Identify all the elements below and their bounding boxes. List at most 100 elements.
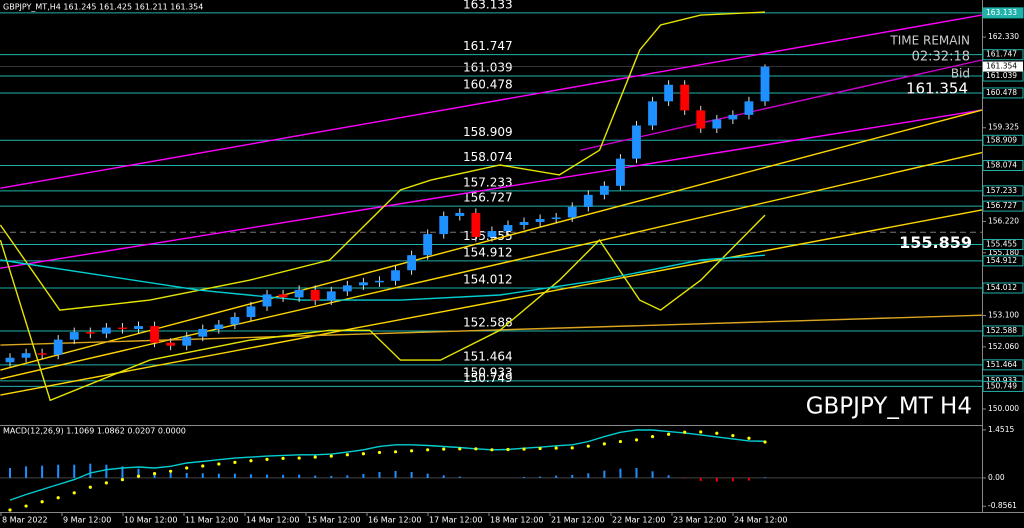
level-axis-label: 154.912 bbox=[986, 256, 1017, 265]
trend-line bbox=[0, 109, 983, 269]
candle-body bbox=[310, 289, 320, 301]
signal-dot bbox=[152, 472, 157, 476]
signal-dot bbox=[747, 436, 751, 440]
y-tick-label: 159.325 bbox=[988, 123, 1019, 132]
signal-dot bbox=[136, 474, 141, 478]
x-tick-label: 18 Mar 12:00 bbox=[490, 516, 543, 525]
level-box bbox=[982, 159, 1024, 171]
candle-body bbox=[535, 218, 545, 223]
macd-title: MACD(12,26,9) 1.1069 1.0862 0.0207 0.000… bbox=[3, 427, 186, 436]
level-box bbox=[982, 359, 1024, 371]
trend-line bbox=[0, 209, 983, 396]
candle-body bbox=[760, 66, 770, 102]
candle-body bbox=[503, 225, 513, 232]
signal-dot bbox=[233, 460, 237, 464]
trend-line bbox=[580, 59, 983, 151]
candle-body bbox=[134, 326, 143, 330]
bid-price: 161.354 bbox=[906, 80, 968, 98]
macd-line bbox=[9, 429, 766, 501]
candle-body bbox=[728, 114, 738, 120]
level-label: 160.478 bbox=[463, 77, 513, 91]
candle-body bbox=[599, 185, 609, 195]
signal-dot bbox=[667, 432, 671, 436]
y-tick-label: 156.220 bbox=[988, 216, 1019, 225]
level-label: 151.464 bbox=[463, 349, 513, 363]
signal-dot bbox=[24, 504, 28, 508]
level-label: 154.912 bbox=[463, 245, 513, 259]
level-label: 158.074 bbox=[463, 150, 513, 164]
x-tick-label: 21 Mar 12:00 bbox=[551, 516, 604, 525]
level-label: 150.933 bbox=[463, 365, 513, 379]
x-tick-label: 9 Mar 12:00 bbox=[63, 516, 111, 525]
y-tick-label: 150.000 bbox=[988, 404, 1019, 413]
signal-dot bbox=[538, 446, 542, 451]
signal-dot bbox=[763, 440, 767, 444]
x-tick-label: 11 Mar 12:00 bbox=[185, 516, 238, 525]
candle-body bbox=[69, 332, 79, 340]
bid-label: Bid bbox=[951, 67, 970, 81]
signal-dot bbox=[458, 447, 462, 451]
candle-body bbox=[53, 339, 63, 355]
signal-dot bbox=[650, 434, 655, 439]
candle-body bbox=[182, 336, 192, 346]
signal-dot bbox=[602, 442, 606, 446]
level-axis-label: 155.455 bbox=[986, 239, 1017, 248]
bid-box bbox=[983, 61, 1023, 72]
level-axis-label: 160.478 bbox=[986, 88, 1017, 97]
level-axis-label: 156.727 bbox=[986, 201, 1017, 210]
signal-dot bbox=[120, 477, 125, 482]
candle-body bbox=[326, 291, 336, 301]
level-axis-label: 158.074 bbox=[986, 160, 1017, 169]
signal-dot bbox=[442, 447, 446, 451]
signal-dot bbox=[393, 450, 398, 454]
candle-body bbox=[230, 317, 240, 325]
signal-dot bbox=[72, 491, 76, 495]
level-axis-label: 152.588 bbox=[986, 326, 1017, 335]
bid-axis-label: 161.354 bbox=[986, 62, 1017, 71]
signal-dot bbox=[88, 485, 92, 489]
signal-dot bbox=[570, 446, 574, 450]
candle-body bbox=[166, 342, 176, 346]
candle-body bbox=[567, 206, 577, 218]
candle-body bbox=[5, 357, 15, 363]
signal-dot bbox=[265, 457, 269, 462]
candle-body bbox=[246, 306, 256, 318]
level-box bbox=[982, 49, 1024, 61]
chart-title: GBPJPY_MT,H4 161.245 161.425 161.211 161… bbox=[3, 3, 203, 12]
level-label: 157.233 bbox=[463, 175, 513, 189]
signal-dot bbox=[8, 508, 12, 512]
candle-body bbox=[278, 294, 288, 298]
level-axis-label: 150.933 bbox=[986, 376, 1017, 385]
x-tick-label: 24 Mar 12:00 bbox=[734, 516, 787, 525]
x-tick-label: 16 Mar 12:00 bbox=[368, 516, 421, 525]
signal-dot bbox=[506, 447, 510, 452]
x-tick-label: 14 Mar 12:00 bbox=[246, 516, 299, 525]
signal-dot bbox=[634, 438, 639, 442]
signal-dot bbox=[249, 459, 253, 463]
level-box bbox=[982, 282, 1024, 294]
candle-body bbox=[439, 215, 449, 235]
level-box bbox=[982, 200, 1024, 212]
x-tick-label: 15 Mar 12:00 bbox=[307, 516, 360, 525]
signal-dot bbox=[329, 454, 333, 458]
level-box bbox=[982, 380, 1024, 392]
signal-dot bbox=[40, 500, 44, 504]
level-label: 161.039 bbox=[463, 61, 513, 75]
candle-body bbox=[519, 222, 529, 226]
candle-body bbox=[471, 212, 481, 238]
y-tick-label: 152.060 bbox=[988, 342, 1019, 351]
y-tick-label: 153.100 bbox=[988, 311, 1019, 320]
level-box bbox=[982, 238, 1024, 250]
candle-body bbox=[648, 101, 657, 126]
candle-body bbox=[487, 231, 497, 238]
level-box bbox=[982, 255, 1024, 267]
candle-body bbox=[358, 282, 368, 286]
candle-body bbox=[37, 353, 47, 355]
signal-dot bbox=[490, 448, 494, 452]
candle-body bbox=[262, 294, 272, 307]
time-remain: 02:32:18 bbox=[912, 50, 970, 65]
y-tick-label: 162.330 bbox=[988, 32, 1019, 41]
level-label: 163.133 bbox=[463, 0, 513, 11]
